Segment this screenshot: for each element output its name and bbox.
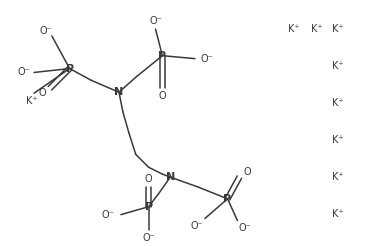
Text: O⁻: O⁻	[18, 67, 30, 77]
Text: K⁺: K⁺	[332, 98, 344, 108]
Text: P: P	[66, 63, 74, 74]
Text: K⁺: K⁺	[332, 135, 344, 145]
Text: K⁺: K⁺	[332, 61, 344, 71]
Text: O⁻: O⁻	[142, 233, 155, 243]
Text: O⁻: O⁻	[102, 210, 115, 220]
Text: O: O	[145, 174, 152, 184]
Text: O⁻: O⁻	[200, 54, 213, 64]
Text: K⁺: K⁺	[311, 24, 322, 34]
Text: K⁺: K⁺	[332, 24, 344, 34]
Text: K⁺: K⁺	[332, 209, 344, 219]
Text: P: P	[158, 51, 166, 61]
Text: P: P	[223, 194, 232, 204]
Text: K⁺: K⁺	[288, 24, 300, 34]
Text: O⁻: O⁻	[149, 16, 162, 26]
Text: O⁻: O⁻	[39, 26, 52, 36]
Text: O⁻: O⁻	[239, 223, 252, 233]
Text: O⁻: O⁻	[191, 221, 203, 231]
Text: N: N	[114, 87, 124, 97]
Text: K⁺: K⁺	[332, 172, 344, 182]
Text: P: P	[144, 202, 152, 212]
Text: O: O	[159, 91, 166, 101]
Text: N: N	[166, 172, 175, 182]
Text: O: O	[38, 88, 46, 98]
Text: K⁺: K⁺	[26, 96, 38, 106]
Text: O: O	[244, 167, 251, 177]
